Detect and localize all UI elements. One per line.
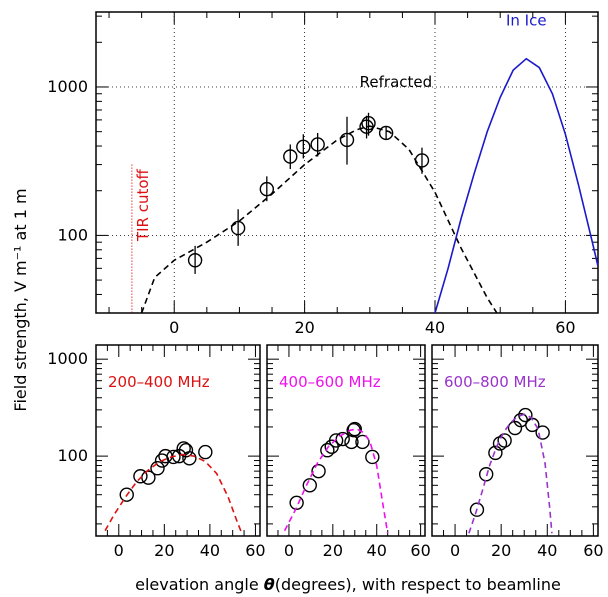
data-point [339, 132, 355, 148]
data-point [488, 445, 503, 461]
data-point [310, 137, 325, 152]
panel-bottom-middle: 0 20 40 60 400–600 MHz [266, 344, 431, 560]
data-point [497, 433, 512, 448]
data-point [355, 434, 370, 450]
data-point [320, 443, 335, 458]
data-point [359, 119, 374, 134]
x-tick-label: 40 [367, 541, 387, 560]
panel-band-label: 400–600 MHz [279, 373, 381, 391]
data-point [365, 449, 380, 465]
plot-frame [266, 344, 426, 537]
x-tick-label: 60 [410, 541, 430, 560]
x-tick-label: 20 [491, 541, 511, 560]
panel-top: 0 20 40 60 100 1000 Refracted In Ice TIR cutoff [47, 11, 599, 337]
annotation-label: TIR cutoff [134, 168, 152, 242]
model-curve-dashed [468, 413, 553, 534]
y-tick-label: 1000 [47, 77, 88, 96]
panel-band-label: 600–800 MHz [444, 373, 546, 391]
data-point [187, 253, 203, 268]
panel-bottom-right: 0 20 40 60 600–800 MHz [431, 344, 604, 560]
x-tick-label: 20 [323, 541, 343, 560]
x-tick-label: 0 [114, 541, 124, 560]
data-point [178, 443, 194, 458]
x-tick-label: 60 [555, 318, 575, 337]
panel-band-label: 200–400 MHz [108, 373, 210, 391]
x-tick-label: 20 [154, 541, 174, 560]
x-axis-label: elevation angle θ(degrees), with respect… [135, 575, 561, 594]
x-tick-label: 0 [284, 541, 294, 560]
x-axis-label-prefix: elevation angle [135, 575, 264, 594]
data-point [378, 125, 394, 141]
data-point [535, 425, 550, 440]
data-point [361, 116, 376, 131]
annotation-label: In Ice [506, 11, 547, 29]
data-point [166, 449, 181, 465]
y-tick-label: 100 [57, 225, 88, 244]
x-tick-label: 20 [294, 318, 314, 337]
data-point [133, 469, 148, 484]
data-point [296, 139, 311, 155]
annotation-label: Refracted [360, 73, 433, 91]
model-curve-dashed [283, 428, 389, 534]
data-point [347, 421, 362, 437]
x-tick-label: 60 [583, 541, 603, 560]
data-point [259, 181, 275, 197]
plot-area [283, 421, 389, 534]
plot-area [131, 57, 598, 313]
data-point [478, 467, 494, 482]
model-curve-dashed [104, 453, 243, 534]
data-point [119, 487, 134, 502]
x-tick-label: 60 [245, 541, 265, 560]
x-tick-label: 0 [450, 541, 460, 560]
data-point [492, 436, 508, 451]
plot-area [468, 407, 553, 534]
panel-bottom-left: 0 20 40 60 100 1000 200–400 MHz [47, 344, 266, 560]
data-point [283, 149, 298, 164]
plot-frame [95, 11, 599, 314]
data-point [311, 463, 326, 479]
x-tick-label: 40 [200, 541, 220, 560]
data-point [182, 451, 197, 466]
y-tick-label: 100 [57, 446, 88, 465]
data-point [328, 433, 344, 448]
x-axis-label-symbol: θ [264, 575, 275, 594]
y-tick-label: 1000 [47, 349, 88, 368]
plot-area [104, 441, 243, 534]
model-curve-dashed [140, 125, 498, 313]
x-axis-label-suffix: (degrees), with respect to beamline [275, 575, 561, 594]
x-tick-label: 40 [537, 541, 557, 560]
plot-frame [431, 344, 599, 537]
data-point [518, 407, 533, 423]
data-point [469, 502, 485, 517]
data-point [302, 478, 317, 493]
x-tick-label: 0 [169, 318, 179, 337]
plot-frame [95, 344, 261, 537]
data-point [150, 461, 165, 476]
data-point [230, 220, 246, 236]
data-point [289, 495, 304, 511]
y-axis-label: Field strength, V m⁻¹ at 1 m [11, 188, 30, 411]
x-tick-label: 40 [425, 318, 445, 337]
data-point [198, 444, 213, 460]
model-curve-solid [434, 57, 598, 313]
